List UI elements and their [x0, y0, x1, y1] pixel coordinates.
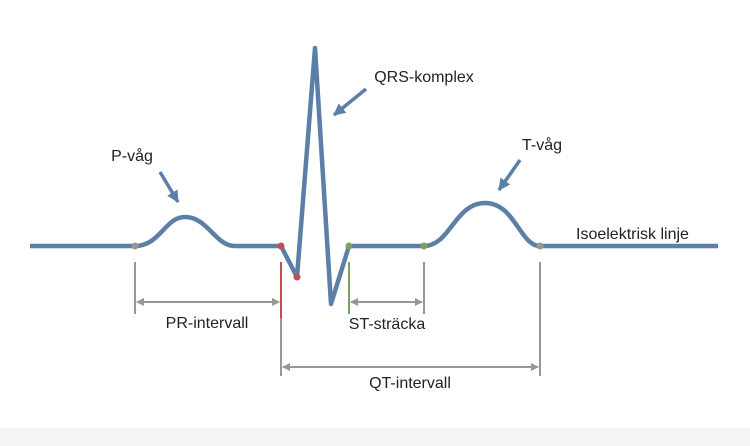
pr-interval-label: PR-intervall — [166, 315, 249, 332]
p-wave-label: P-våg — [111, 147, 153, 165]
st-segment-label: ST-sträcka — [349, 316, 426, 333]
points — [131, 242, 544, 281]
t-wave-label: T-våg — [522, 136, 562, 154]
ecg-trace — [30, 45, 718, 307]
qrs-label: QRS-komplex — [374, 69, 474, 86]
interval-guides — [134, 262, 541, 376]
qt-interval-label: QT-intervall — [369, 375, 451, 392]
pointer-arrows — [158, 87, 522, 203]
isoelectric-label: Isoelektrisk linje — [576, 226, 689, 243]
footer-band — [0, 428, 750, 446]
